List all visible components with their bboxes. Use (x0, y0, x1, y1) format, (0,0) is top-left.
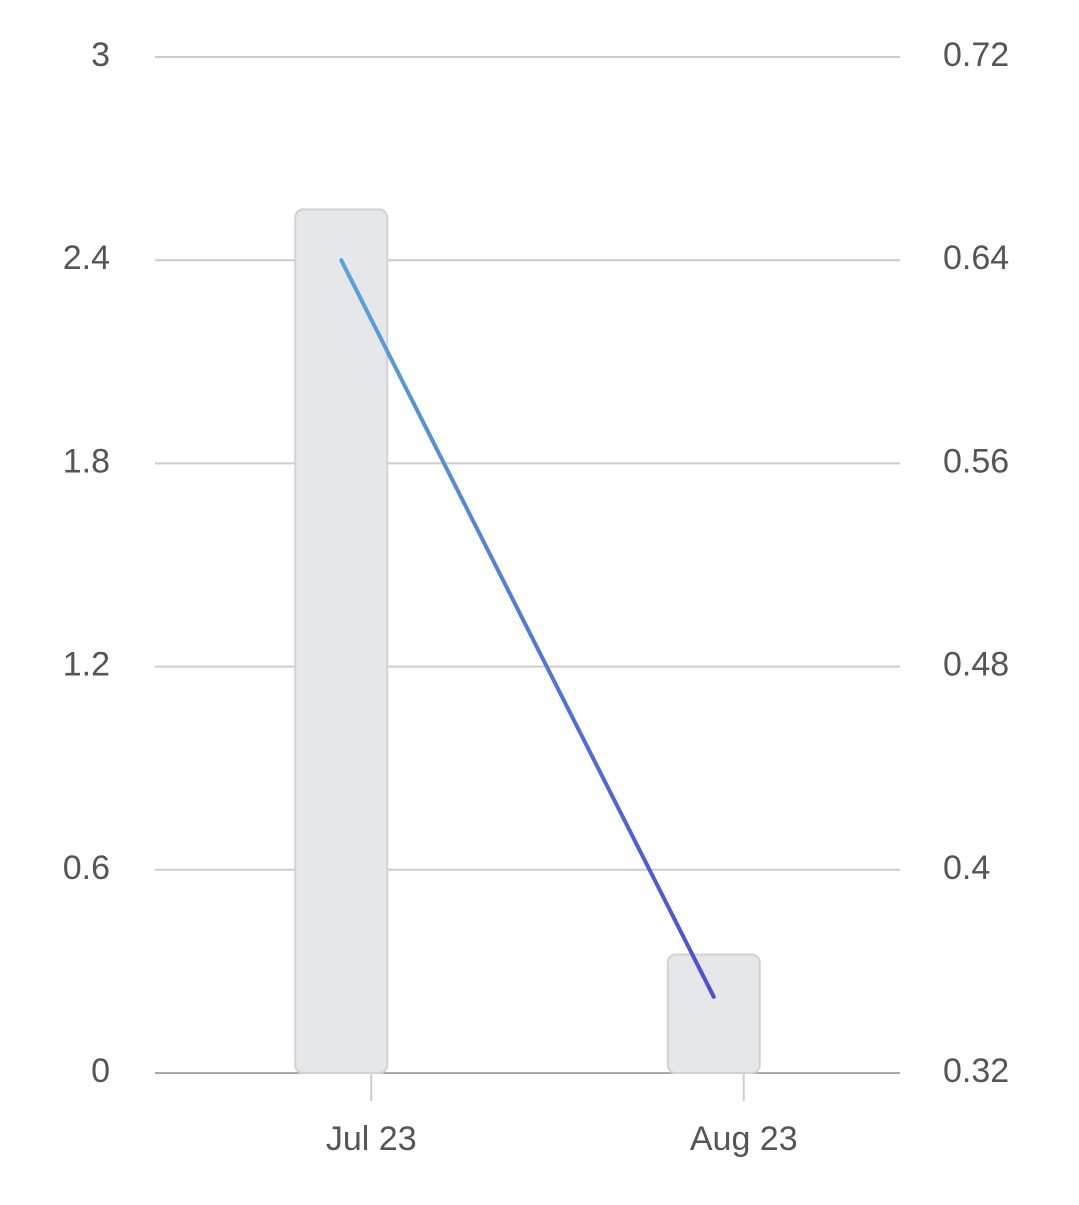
bar (666, 953, 761, 1075)
y2-tick-label: 0.56 (943, 442, 1009, 480)
bar (294, 208, 389, 1074)
x-tick-label: Jul 23 (326, 1120, 417, 1158)
y-tick-label: 1.2 (63, 646, 110, 684)
y-tick-label: 1.8 (63, 442, 110, 480)
x-tick-label: Aug 23 (690, 1120, 798, 1158)
y-tick-label: 2.4 (63, 239, 110, 277)
y2-tick-label: 0.48 (943, 646, 1009, 684)
y-tick-label: 0 (91, 1052, 110, 1090)
y2-tick-label: 0.64 (943, 239, 1009, 277)
y2-tick-label: 0.72 (943, 36, 1009, 74)
y2-tick-label: 0.4 (943, 849, 990, 887)
line (339, 258, 716, 999)
y2-tick-label: 0.32 (943, 1052, 1009, 1090)
y-tick-label: 0.6 (63, 849, 110, 887)
y-tick-label: 3 (91, 36, 110, 74)
